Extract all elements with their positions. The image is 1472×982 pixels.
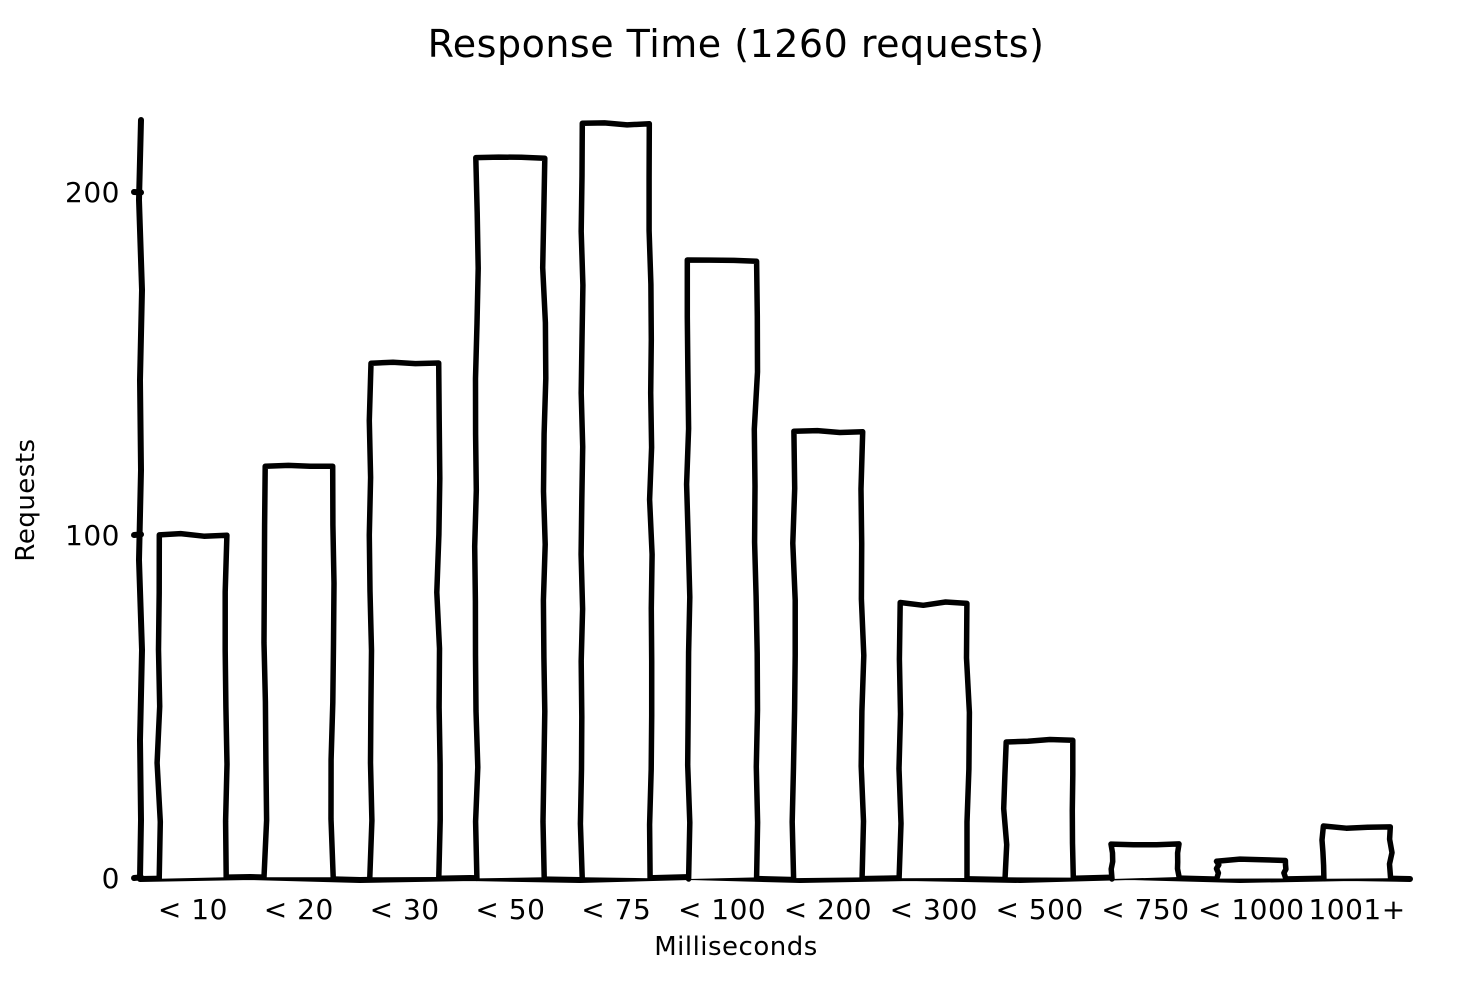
y-axis [136, 117, 145, 881]
y-tick-mark [131, 874, 144, 881]
x-tick-label: < 750 [1101, 893, 1189, 926]
bar [1213, 856, 1289, 882]
x-tick-label: < 75 [581, 893, 651, 926]
x-axis [137, 874, 1413, 883]
bar [896, 599, 973, 881]
x-axis-title: Milliseconds [654, 932, 818, 962]
x-tick-label: < 500 [995, 893, 1083, 926]
y-tick-labels: 0 100 200 [65, 176, 144, 895]
bar [1108, 841, 1182, 882]
bar [1319, 823, 1395, 882]
x-tick-label: < 30 [370, 893, 440, 926]
x-tick-label: < 200 [784, 893, 872, 926]
bar [789, 427, 867, 881]
y-tick-label: 100 [65, 519, 120, 552]
x-tick-label: < 10 [158, 893, 228, 926]
y-axis-line [136, 117, 145, 881]
bar [577, 120, 655, 881]
y-axis-title: Requests [11, 438, 41, 561]
x-tick-label: < 50 [475, 893, 545, 926]
bar [366, 359, 443, 881]
y-tick-label: 0 [102, 862, 120, 895]
bar [471, 154, 549, 882]
bars-group [154, 120, 1395, 882]
chart-title: Response Time (1260 requests) [428, 22, 1045, 66]
x-tick-label: < 20 [264, 893, 334, 926]
bar [1000, 736, 1077, 881]
y-tick-mark [131, 531, 144, 538]
bar [261, 462, 337, 881]
x-tick-labels: < 10 < 20 < 30 < 50 < 75 < 100 < 200 < 300 < 500… [158, 893, 1405, 926]
bar [683, 257, 761, 882]
y-tick-label: 200 [65, 176, 120, 209]
y-tick-mark [131, 189, 144, 196]
bar [154, 530, 230, 882]
x-axis-line [137, 874, 1413, 883]
x-tick-label: 1001+ [1308, 893, 1405, 926]
x-tick-label: < 1000 [1198, 893, 1305, 926]
x-tick-label: < 100 [678, 893, 766, 926]
x-tick-label: < 300 [890, 893, 978, 926]
